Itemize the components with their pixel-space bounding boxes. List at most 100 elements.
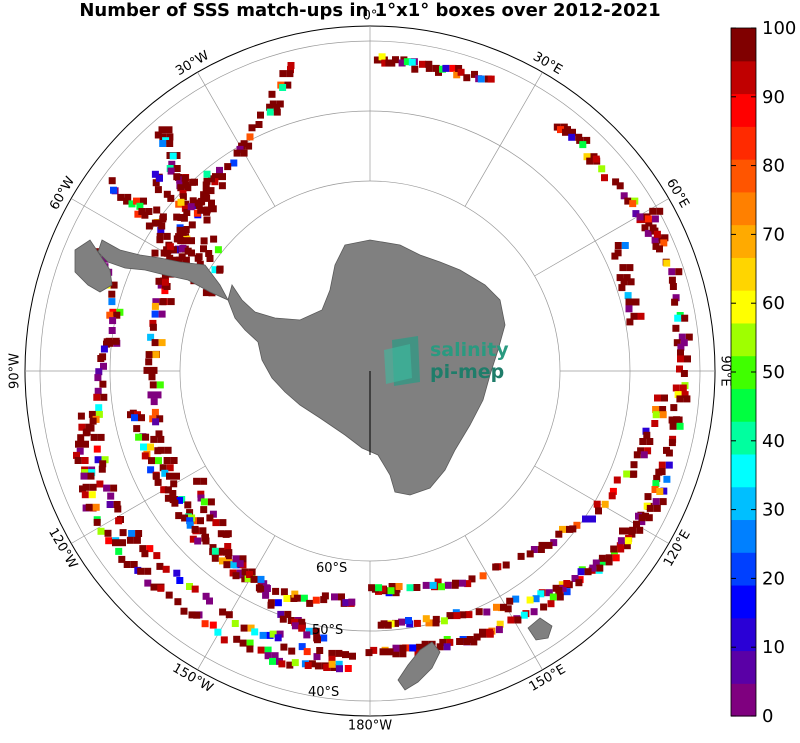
matchup-cell — [613, 476, 621, 484]
matchup-cell — [305, 627, 313, 635]
matchup-cell — [177, 237, 185, 245]
matchup-cell — [477, 75, 485, 83]
matchup-cell — [150, 398, 158, 406]
matchup-cell — [251, 628, 259, 636]
matchup-cell — [609, 487, 617, 495]
matchup-cell — [173, 472, 180, 480]
matchup-cell — [459, 611, 467, 619]
matchup-cell — [612, 554, 620, 562]
matchup-cell — [100, 362, 107, 370]
matchup-cell — [659, 411, 667, 419]
matchup-cell — [463, 638, 471, 645]
matchup-cell — [432, 619, 440, 627]
matchup-cell — [169, 496, 177, 504]
matchup-cell — [135, 433, 143, 441]
matchup-cell — [151, 310, 159, 318]
matchup-cell — [629, 200, 637, 208]
matchup-cell — [434, 578, 442, 586]
matchup-cell — [164, 486, 172, 494]
matchup-cell — [495, 626, 503, 634]
matchup-cell — [665, 461, 673, 469]
colorbar-bin — [731, 453, 756, 488]
colorbar-bin — [731, 486, 756, 521]
matchup-cell — [273, 108, 281, 116]
matchup-cell — [286, 70, 294, 78]
matchup-cell — [130, 561, 138, 568]
matchup-cell — [598, 165, 606, 173]
lat-label-60s: 60°S — [316, 561, 347, 576]
colorbar-bin — [731, 93, 756, 127]
matchup-cell — [197, 517, 204, 525]
matchup-cell — [112, 539, 119, 547]
colorbar-bin — [731, 28, 756, 62]
matchup-cell — [342, 651, 349, 659]
matchup-cell — [681, 314, 689, 322]
matchup-cell — [378, 585, 386, 593]
matchup-cell — [172, 256, 180, 264]
matchup-cell — [483, 608, 491, 616]
matchup-cell — [684, 355, 691, 363]
colorbar-bin — [731, 322, 756, 357]
matchup-cell — [80, 472, 88, 480]
matchup-cell — [649, 224, 657, 232]
matchup-cell — [304, 662, 312, 669]
matchup-cell — [232, 572, 240, 580]
matchup-cell — [119, 539, 126, 547]
matchup-cell — [108, 327, 116, 334]
matchup-cell — [246, 571, 253, 578]
matchup-cell — [365, 649, 373, 657]
matchup-cell — [89, 417, 97, 425]
matchup-cell — [677, 355, 684, 363]
matchup-cell — [618, 284, 626, 292]
matchup-cell — [545, 589, 553, 597]
matchup-cell — [676, 422, 684, 430]
matchup-cell — [244, 575, 252, 582]
matchup-cell — [582, 515, 589, 523]
matchup-cell — [202, 537, 210, 545]
matchup-cell — [626, 527, 633, 535]
matchup-cell — [214, 628, 222, 636]
matchup-cell — [200, 237, 208, 245]
matchup-cell — [563, 580, 571, 587]
matchup-cell — [429, 581, 437, 589]
matchup-cell — [145, 222, 153, 230]
map-title: Number of SSS match-ups in 1°x1° boxes o… — [79, 0, 661, 21]
matchup-cell — [605, 558, 613, 566]
matchup-cell — [90, 433, 98, 441]
matchup-cell — [193, 477, 201, 485]
matchup-cell — [681, 391, 689, 399]
matchup-cell — [640, 451, 648, 459]
matchup-cell — [199, 527, 207, 535]
matchup-cell — [492, 563, 500, 571]
matchup-cell — [303, 631, 311, 639]
matchup-cell — [671, 298, 679, 306]
matchup-cell — [73, 451, 80, 459]
matchup-cell — [660, 239, 668, 247]
matchup-cell — [154, 391, 162, 399]
matchup-cell — [165, 591, 173, 599]
matchup-cell — [112, 337, 120, 345]
colorbar-bin — [731, 224, 756, 258]
matchup-cell — [96, 480, 104, 488]
matchup-cell — [262, 591, 270, 599]
matchup-cell — [455, 65, 463, 72]
matchup-cell — [569, 128, 576, 136]
matchup-cell — [154, 447, 162, 455]
colorbar-bin — [731, 617, 756, 652]
matchup-cell — [168, 160, 176, 168]
matchup-cell — [444, 581, 452, 589]
matchup-cell — [442, 64, 450, 72]
matchup-cell — [632, 298, 640, 306]
matchup-cell — [97, 433, 105, 441]
matchup-cell — [93, 393, 101, 401]
matchup-cell — [291, 590, 299, 598]
matchup-cell — [167, 194, 175, 202]
matchup-cell — [128, 200, 136, 208]
matchup-cell — [135, 530, 143, 537]
matchup-cell — [77, 434, 85, 442]
matchup-cell — [257, 646, 265, 654]
matchup-cell — [624, 537, 632, 545]
matchup-cell — [224, 163, 232, 171]
matchup-cell — [279, 84, 287, 91]
colorbar-tick: 20 — [762, 568, 785, 589]
